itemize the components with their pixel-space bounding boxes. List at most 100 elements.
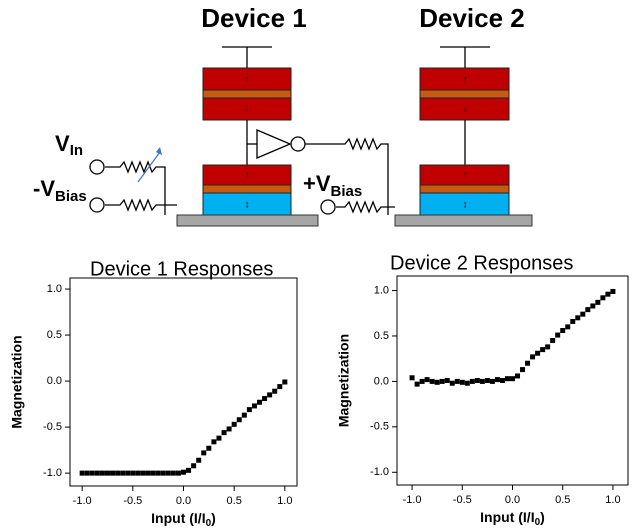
data-point xyxy=(540,347,546,353)
x-axis-label: Input (I/I0) xyxy=(480,509,545,528)
circuit: ↑ ↓ ↑ ↕ ↑ ↓ ↑ ↕ xyxy=(89,46,533,227)
x-tick-label: 0.5 xyxy=(227,495,242,507)
data-point xyxy=(570,318,576,324)
data-point xyxy=(595,299,601,305)
data-point xyxy=(257,399,263,405)
data-point xyxy=(474,378,480,383)
svg-text:↑: ↑ xyxy=(245,75,250,86)
vbias-pos-label: +VBias xyxy=(303,171,362,200)
data-point xyxy=(120,470,126,476)
data-point xyxy=(191,463,197,469)
data-point xyxy=(277,384,283,390)
x-tick-label: -0.5 xyxy=(453,494,472,506)
data-point xyxy=(201,450,207,456)
data-point xyxy=(99,470,105,476)
x-axis-label-tail: ) xyxy=(211,510,216,526)
device-title: Device 2 xyxy=(419,3,525,33)
data-point xyxy=(140,470,146,476)
x-tick-label: 1.0 xyxy=(277,495,292,507)
data-point xyxy=(605,291,611,297)
data-point xyxy=(145,470,151,476)
x-tick-label: -1.0 xyxy=(403,494,422,506)
data-point xyxy=(464,380,470,386)
data-point xyxy=(580,311,586,317)
data-point xyxy=(489,378,495,384)
data-point xyxy=(125,470,131,476)
data-point xyxy=(449,380,455,386)
data-point xyxy=(550,338,556,344)
data-point xyxy=(535,350,541,356)
data-point xyxy=(175,470,181,476)
x-axis-label-sub: 0 xyxy=(535,517,541,528)
svg-text:↕: ↕ xyxy=(463,200,468,211)
data-point xyxy=(181,469,186,475)
data-point xyxy=(444,378,450,383)
y-tick-label: 0.0 xyxy=(374,375,389,387)
data-point xyxy=(565,324,571,330)
x-axis-label-sub: 0 xyxy=(206,518,212,529)
y-tick-label: 0.5 xyxy=(47,329,62,341)
y-axis-label: Magnetization xyxy=(9,335,25,428)
svg-text:↑: ↑ xyxy=(463,75,468,86)
data-point xyxy=(469,378,475,384)
data-point xyxy=(414,381,420,387)
svg-text:↑: ↑ xyxy=(245,170,250,181)
data-point xyxy=(520,367,526,373)
data-point xyxy=(434,379,440,385)
data-point xyxy=(165,470,171,476)
data-point xyxy=(429,378,435,384)
data-point xyxy=(84,470,90,476)
y-tick-label: 1.0 xyxy=(47,283,62,295)
x-tick-label: 0.0 xyxy=(505,494,520,506)
y-tick-label: 1.0 xyxy=(374,284,389,296)
svg-text:↕: ↕ xyxy=(245,200,250,211)
data-point xyxy=(94,470,100,476)
data-point xyxy=(246,407,252,413)
data-point xyxy=(419,378,425,384)
x-tick-label: 0.5 xyxy=(555,494,570,506)
data-point xyxy=(251,403,257,409)
data-point xyxy=(262,396,268,402)
x-tick-label: 0.0 xyxy=(176,495,191,507)
data-point xyxy=(115,470,121,476)
data-point xyxy=(160,470,166,476)
data-point xyxy=(79,470,85,476)
data-point xyxy=(409,375,415,381)
y-tick-label: -0.5 xyxy=(43,421,62,433)
svg-text:↑: ↑ xyxy=(463,170,468,181)
x-axis-label-main: Input (I/I xyxy=(480,509,534,525)
data-point xyxy=(499,378,505,383)
data-point xyxy=(479,378,485,384)
y-tick-label: 0.5 xyxy=(374,330,389,342)
data-point xyxy=(510,376,515,382)
data-point xyxy=(150,470,156,476)
data-point xyxy=(206,445,212,451)
data-point xyxy=(585,307,591,313)
data-point xyxy=(590,303,596,309)
data-point xyxy=(545,344,551,350)
data-point xyxy=(267,392,273,398)
data-point xyxy=(110,470,116,476)
data-point xyxy=(555,332,561,338)
data-point xyxy=(186,467,192,473)
data-point xyxy=(525,360,531,366)
x-axis-label-main: Input (I/I xyxy=(151,510,205,526)
data-point xyxy=(135,470,141,476)
y-tick-label: -1.0 xyxy=(370,466,389,478)
data-point xyxy=(104,470,110,476)
data-point xyxy=(211,439,217,445)
data-point xyxy=(575,315,581,321)
y-tick-label: -0.5 xyxy=(370,421,389,433)
data-point xyxy=(560,328,566,334)
data-point xyxy=(130,470,136,476)
data-point xyxy=(610,288,616,294)
chart-title: Device 2 Responses xyxy=(390,252,573,274)
data-point xyxy=(484,378,490,383)
device-title: Device 1 xyxy=(201,3,307,33)
data-point xyxy=(282,379,288,385)
data-point xyxy=(530,354,536,360)
y-tick-label: -1.0 xyxy=(43,467,62,479)
data-point xyxy=(231,421,237,427)
chart-title: Device 1 Responses xyxy=(90,258,273,280)
